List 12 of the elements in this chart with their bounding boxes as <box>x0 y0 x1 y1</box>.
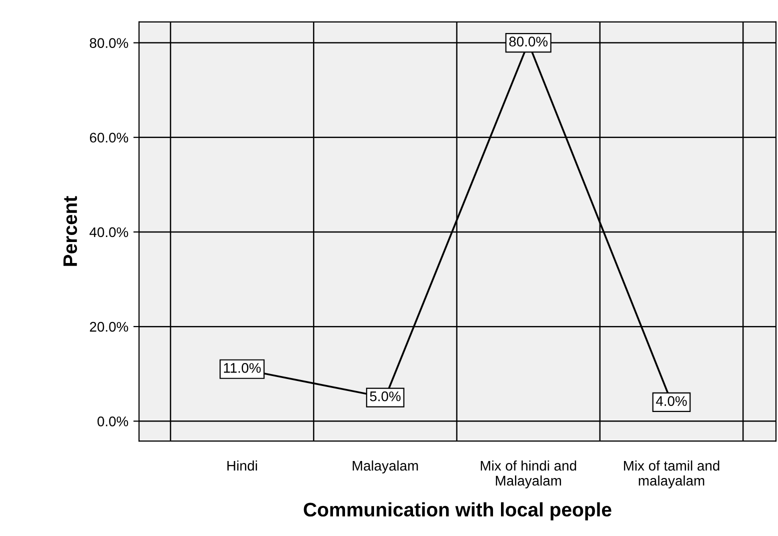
x-tick-label: Mix of tamil and malayalam <box>624 460 720 488</box>
x-tick-label: Mix of hindi and Malayalam <box>480 460 576 488</box>
y-tick-label: 60.0% <box>90 132 128 143</box>
y-tick-label: 40.0% <box>90 227 128 238</box>
data-label: 80.0% <box>509 36 548 47</box>
x-axis-title: Communication with local people <box>304 502 612 520</box>
y-tick-label: 80.0% <box>90 38 128 48</box>
x-tick-label: Malayalam <box>352 460 418 474</box>
y-tick-label: 20.0% <box>90 322 128 332</box>
y-tick-label: 0.0% <box>98 416 128 426</box>
x-tick-label: Hindi <box>227 460 257 471</box>
y-axis-title: Percent <box>63 196 78 266</box>
